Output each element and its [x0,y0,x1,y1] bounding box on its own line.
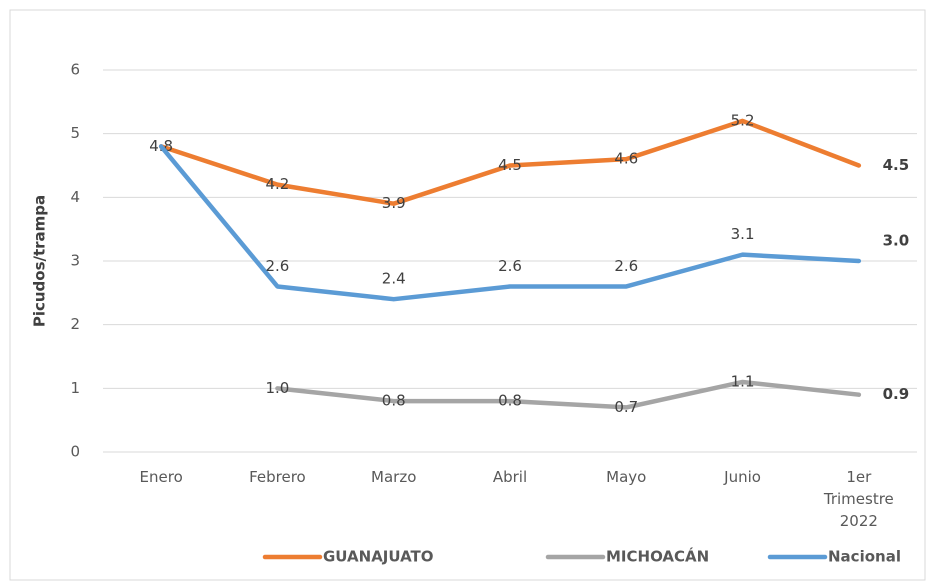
y-axis-label: Picudos/trampa [31,195,49,327]
y-tick-label: 4 [70,188,80,206]
y-tick-label: 6 [70,61,80,79]
y-tick-label: 3 [70,252,80,270]
legend-label: GUANAJUATO [323,548,434,566]
series-line [275,379,862,410]
x-tick-label: Abril [492,468,528,486]
data-label: 4.5 [883,156,910,174]
data-label: 3.1 [731,225,755,243]
data-label: 0.9 [883,385,910,403]
y-tick-label: 5 [70,124,80,142]
data-label: 0.8 [498,392,522,410]
x-tick-label: Febrero [249,468,306,486]
x-tick-label: Mayo [606,468,647,486]
data-label: 3.9 [382,194,406,212]
x-tick-label: Enero [139,468,183,486]
chart-border [9,9,926,581]
data-label: 2.6 [265,257,289,275]
series-line [158,118,862,206]
x-tick-label: Junio [724,468,761,486]
legend-label: MICHOACÁN [606,547,709,566]
y-tick-label: 1 [70,379,80,397]
data-label: 1.0 [265,379,289,397]
data-label: 2.4 [382,270,406,288]
data-label: 2.6 [498,257,522,275]
data-label: 1.1 [731,372,755,390]
data-label: 5.2 [731,111,755,129]
data-label: 3.0 [883,232,910,250]
y-tick-label: 0 [70,443,80,461]
data-label: 0.8 [382,392,406,410]
y-tick-label: 2 [70,315,80,333]
x-tick-label: 1er Trimestre 2022 [823,468,894,530]
series-line [158,144,862,302]
data-label: 0.7 [614,398,638,416]
data-label: 4.5 [498,156,522,174]
legend-label: Nacional [828,548,901,566]
data-label: 4.2 [265,175,289,193]
x-tick-label: Marzo [371,468,417,486]
data-label: 2.6 [614,257,638,275]
data-label: 4.6 [614,150,638,168]
